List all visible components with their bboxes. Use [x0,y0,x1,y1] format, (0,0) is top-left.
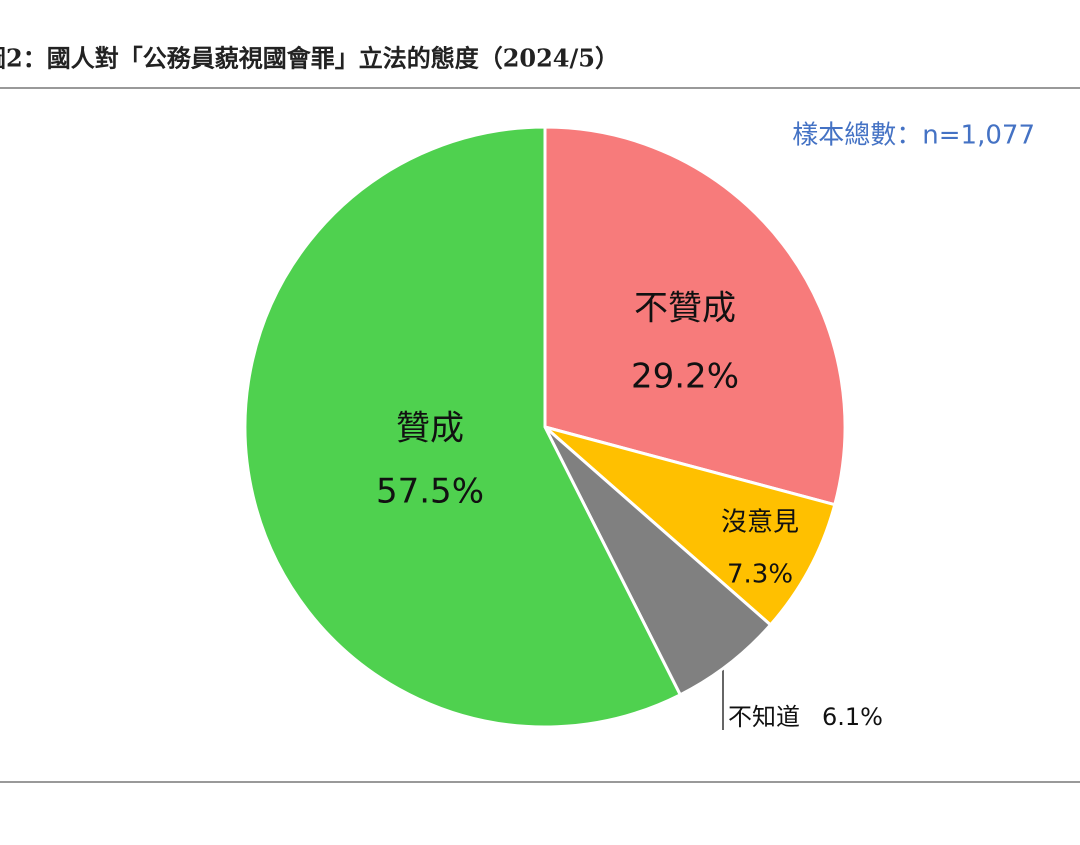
slice-label: 贊成 [396,409,464,449]
slice-label: 不知道 [728,703,800,731]
slice-value-label: 57.5% [376,472,484,512]
slice-value-label: 6.1% [822,703,883,731]
pie-slice [543,125,847,507]
chart-subtitle: 樣本總數：n=1,077 [792,121,1035,151]
slice-label: 沒意見 [721,508,799,538]
slice-value-label: 7.3% [727,560,793,590]
pie-slice [544,425,837,627]
slice-value-label: 29.2% [631,357,739,397]
chart-title: 圖2：國人對「公務員藐視國會罪」立法的態度（2024/5） [0,44,619,73]
pie-slice [243,125,683,729]
slice-label: 不贊成 [634,289,736,329]
